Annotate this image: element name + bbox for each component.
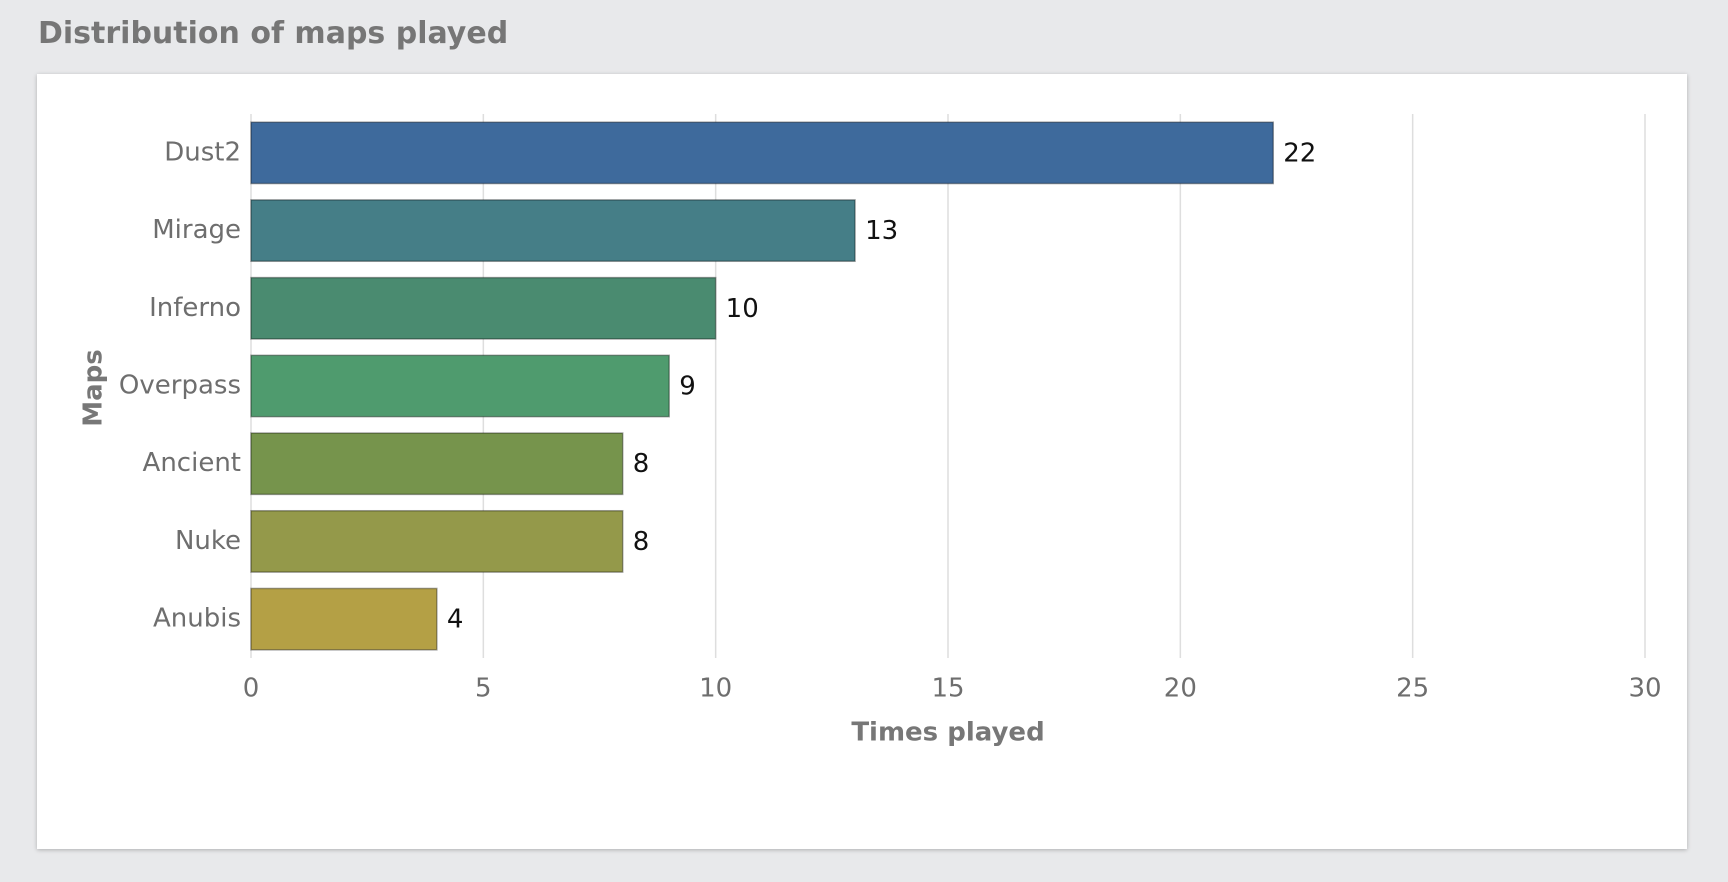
chart-title: Distribution of maps played <box>38 16 509 51</box>
y-tick-label: Ancient <box>143 448 241 478</box>
value-label: 4 <box>447 605 464 635</box>
bar <box>250 199 856 263</box>
value-label: 9 <box>679 372 696 402</box>
value-label: 22 <box>1283 138 1316 168</box>
x-tick-label: 25 <box>1396 674 1429 704</box>
value-label: 8 <box>633 449 650 479</box>
value-label: 8 <box>633 527 650 557</box>
value-label: 10 <box>726 294 759 324</box>
x-tick-label: 30 <box>1628 674 1661 704</box>
x-axis-title: Times played <box>851 718 1044 748</box>
bar <box>250 432 624 496</box>
y-tick-label: Dust2 <box>164 137 241 167</box>
x-tick-label: 5 <box>475 674 492 704</box>
bar <box>250 121 1275 185</box>
x-tick-label: 10 <box>699 674 732 704</box>
bar <box>250 587 438 651</box>
y-tick-label: Nuke <box>175 526 241 556</box>
bar <box>250 276 717 340</box>
value-label: 13 <box>865 216 898 246</box>
x-tick-label: 0 <box>243 674 260 704</box>
y-tick-label: Overpass <box>119 371 241 401</box>
y-tick-label: Inferno <box>149 293 241 323</box>
x-tick-label: 15 <box>931 674 964 704</box>
y-tick-label: Mirage <box>152 215 241 245</box>
bar <box>250 509 624 573</box>
bar <box>250 354 670 418</box>
x-tick-label: 20 <box>1164 674 1197 704</box>
y-axis-title: Maps <box>79 349 109 427</box>
y-tick-label: Anubis <box>153 604 241 634</box>
